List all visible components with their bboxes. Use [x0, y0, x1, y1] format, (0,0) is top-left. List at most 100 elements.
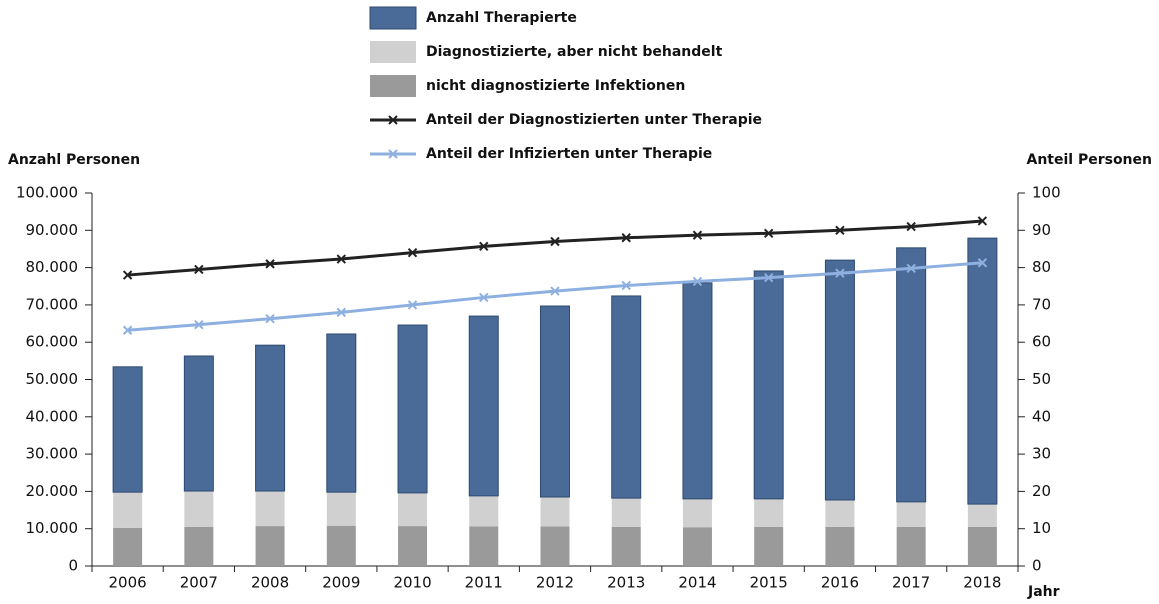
- bar-segment: [326, 333, 357, 493]
- y2-tick-label: 20: [1032, 482, 1051, 500]
- line-marker: [692, 230, 703, 240]
- line-marker: [835, 268, 845, 278]
- line-marker: [621, 233, 631, 243]
- bar-segment: [255, 491, 285, 527]
- bar-segment: [184, 526, 214, 566]
- bar-segment: [896, 247, 927, 503]
- y-tick-label: 90.000: [26, 221, 79, 239]
- x-tick-label: 2010: [393, 574, 431, 592]
- line-marker: [763, 272, 774, 283]
- line-marker: [122, 270, 133, 280]
- bar-segment: [896, 526, 926, 566]
- line-marker: [835, 225, 845, 236]
- legend-label: Anteil der Infizierten unter Therapie: [426, 146, 712, 162]
- line-marker: [906, 263, 916, 274]
- bar-segment: [255, 344, 286, 492]
- bar-segment: [754, 498, 784, 527]
- y2-tick-label: 10: [1032, 519, 1051, 537]
- bar-segment: [540, 496, 570, 527]
- line-marker: [906, 221, 916, 232]
- line-marker: [479, 241, 489, 252]
- bar-segment: [754, 526, 784, 566]
- legend-swatch: [369, 6, 417, 30]
- bar-segment: [326, 492, 356, 526]
- line-marker: [265, 313, 275, 324]
- bar-segment: [967, 237, 998, 505]
- bar-segment: [682, 498, 712, 528]
- x-tick-label: 2017: [892, 574, 930, 592]
- x-tick-label: 2016: [821, 574, 859, 592]
- line-marker: [122, 325, 133, 335]
- line-marker: [336, 307, 347, 318]
- y-tick-label: 0: [68, 557, 78, 575]
- y2-tick-label: 70: [1032, 295, 1051, 313]
- x-tick-label: 2008: [251, 574, 289, 592]
- bar-segment: [113, 527, 143, 566]
- x-tick-label: 2013: [607, 574, 645, 592]
- bar-segment: [398, 526, 428, 566]
- legend-swatch: [370, 75, 416, 97]
- legend-label: nicht diagnostizierte Infektionen: [426, 78, 685, 94]
- bar-segment: [397, 324, 428, 494]
- line-marker: [388, 149, 398, 159]
- x-tick-label: 2007: [180, 574, 218, 592]
- y-tick-label: 20.000: [26, 482, 79, 500]
- y2-tick-label: 50: [1032, 370, 1051, 388]
- bar-segment: [967, 504, 997, 527]
- line-marker: [550, 286, 560, 296]
- x-tick-label: 2012: [536, 574, 574, 592]
- bar-segment: [112, 366, 143, 493]
- y-tick-label: 50.000: [26, 370, 79, 388]
- x-tick-label: 2009: [322, 574, 360, 592]
- line-marker: [763, 228, 774, 238]
- bar-segment: [255, 526, 285, 566]
- line-marker: [621, 280, 631, 291]
- x-tick-label: 2014: [678, 574, 716, 592]
- bar-segment: [682, 527, 712, 566]
- line-marker: [977, 258, 988, 268]
- line-marker: [194, 319, 204, 330]
- bar-segment: [753, 270, 784, 500]
- y2-tick-label: 60: [1032, 333, 1051, 351]
- bar-segment: [183, 355, 214, 492]
- bar-segment: [967, 526, 997, 566]
- x-tick-label: 2018: [963, 574, 1001, 592]
- y-tick-label: 30.000: [26, 445, 79, 463]
- y2-tick-label: 30: [1032, 445, 1051, 463]
- bar-segment: [540, 526, 570, 566]
- x-tick-label: 2006: [109, 574, 147, 592]
- x-tick-label: 2011: [465, 574, 503, 592]
- bar-segment: [825, 499, 855, 527]
- x-axis-title: Jahr: [1027, 584, 1060, 600]
- line-marker: [977, 216, 988, 226]
- line-marker: [407, 247, 418, 258]
- legend-label: Anteil der Diagnostizierten unter Therap…: [426, 112, 762, 128]
- y-tick-label: 80.000: [26, 258, 79, 276]
- line-marker: [407, 300, 418, 310]
- line-marker: [550, 236, 560, 247]
- y-tick-label: 100.000: [16, 184, 78, 202]
- y-tick-label: 70.000: [26, 295, 79, 313]
- y2-axis-title: Anteil Personen: [1026, 152, 1152, 168]
- legend-swatch: [370, 41, 416, 63]
- y2-tick-label: 0: [1032, 557, 1042, 575]
- y-tick-label: 10.000: [26, 519, 79, 537]
- x-tick-label: 2015: [750, 574, 788, 592]
- bar-segment: [540, 305, 570, 498]
- bar-segment: [824, 259, 855, 501]
- bar-segment: [611, 526, 641, 566]
- bar-segment: [469, 526, 499, 566]
- bar-segment: [326, 525, 356, 566]
- legend-label: Diagnostizierte, aber nicht behandelt: [426, 44, 723, 60]
- bar-segment: [398, 492, 428, 527]
- bar-segment: [825, 526, 855, 566]
- bar-segment: [682, 282, 713, 500]
- y-tick-label: 60.000: [26, 333, 79, 351]
- line-marker: [336, 254, 347, 264]
- y2-tick-label: 100: [1032, 184, 1061, 202]
- line-marker: [194, 264, 204, 275]
- y-axis-title: Anzahl Personen: [8, 152, 140, 168]
- line-marker: [265, 259, 275, 269]
- line-marker: [479, 292, 489, 303]
